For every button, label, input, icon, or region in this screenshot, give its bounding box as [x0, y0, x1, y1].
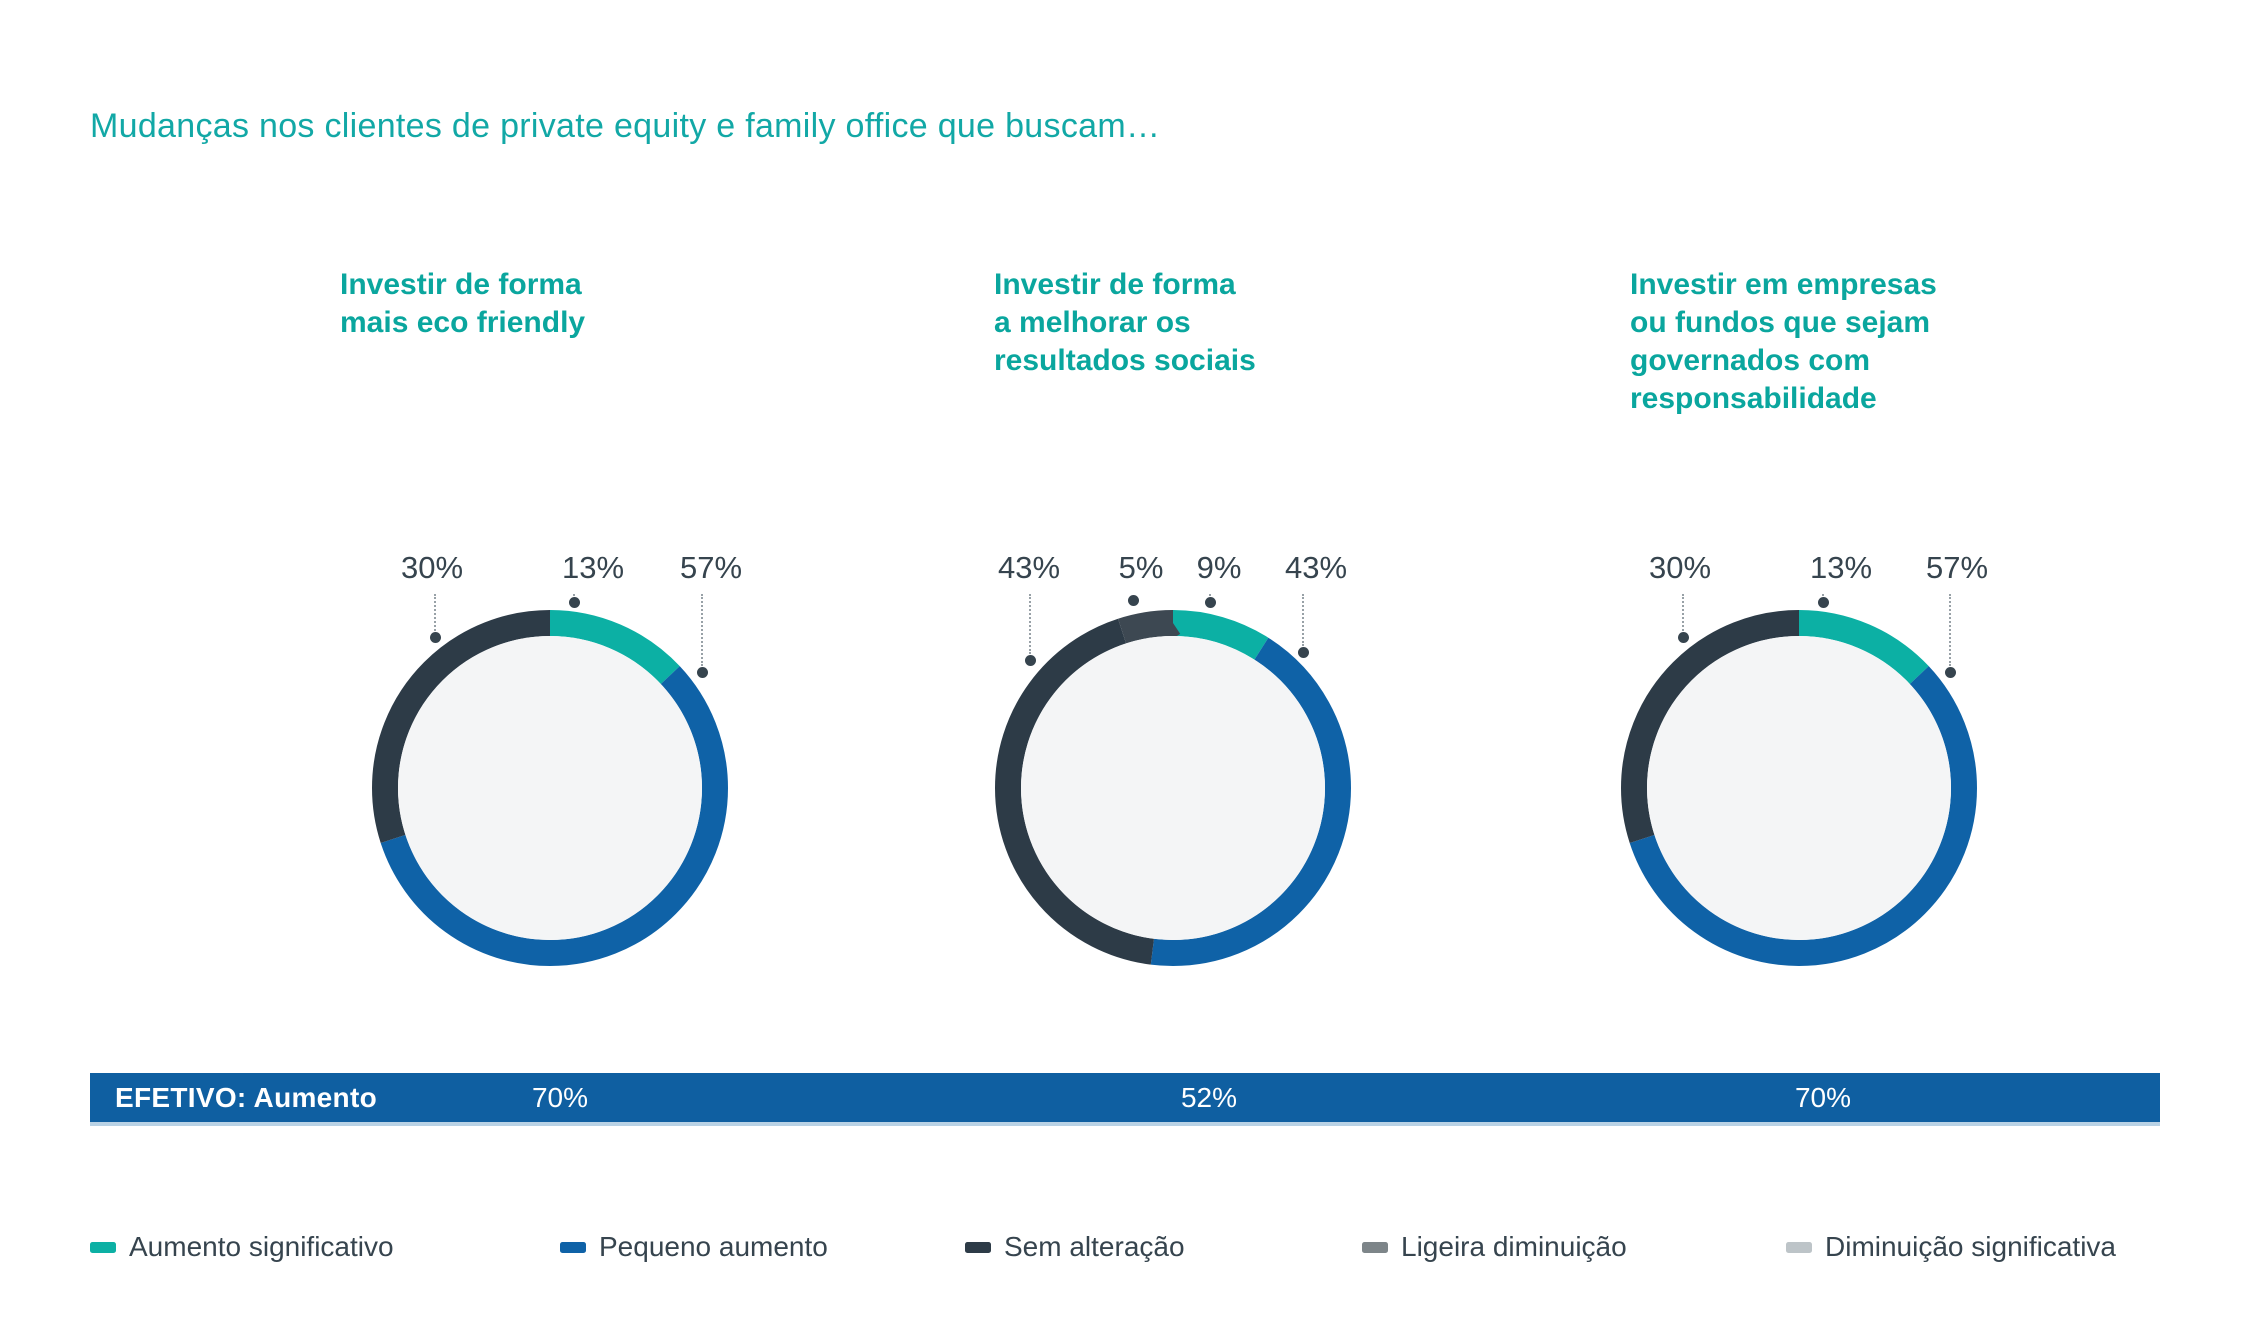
leader-line: [701, 594, 703, 666]
legend-swatch: [1362, 1241, 1388, 1253]
legend-label: Diminuição significativa: [1825, 1231, 2117, 1262]
page-title: Mudanças nos clientes de private equity …: [90, 107, 1161, 145]
percent-label: 57%: [1925, 550, 1989, 585]
donut-segment: [1621, 610, 1977, 966]
leader-dot: [1127, 594, 1139, 606]
leader-dot: [1297, 646, 1309, 658]
legend-item-1: Aumento significativo: [90, 1225, 394, 1269]
leader-line: [1949, 594, 1951, 666]
leader-line: [1822, 594, 1824, 596]
effective-bar-value: 70%: [1794, 1082, 1852, 1113]
leader-dot: [429, 631, 441, 643]
legend-swatch: [1786, 1241, 1812, 1253]
percent-label: 13%: [561, 550, 625, 585]
donut-segment: [372, 610, 728, 966]
donut-segment: [1621, 610, 1977, 966]
leader-line: [1209, 594, 1211, 596]
chart-heading-3: Investir em empresas ou fundos que sejam g…: [1630, 268, 1937, 415]
effective-bar-label: EFETIVO: Aumento: [115, 1082, 377, 1113]
leader-dot: [1204, 596, 1216, 608]
leader-dot: [1024, 654, 1036, 666]
donut-segment: [372, 610, 728, 966]
legend-swatch: [560, 1241, 586, 1253]
leader-line: [1302, 594, 1304, 646]
legend-swatch: [90, 1241, 116, 1253]
legend-item-2: Pequeno aumento: [560, 1225, 828, 1269]
chart-heading-2: Investir de forma a melhorar os resultados…: [994, 268, 1256, 377]
leader-line: [1682, 594, 1684, 631]
leader-dot: [1944, 666, 1956, 678]
donut-ring-2: [995, 610, 1351, 966]
legend-item-5: Diminuição significativa: [1786, 1225, 2116, 1269]
leader-dot: [568, 596, 580, 608]
donut-hole: [1021, 636, 1325, 940]
legend-label: Pequeno aumento: [599, 1231, 828, 1262]
donut-segment: [995, 610, 1351, 966]
percent-label: 57%: [679, 550, 743, 585]
leader-dot: [1677, 631, 1689, 643]
effective-bar-value: 70%: [531, 1082, 589, 1113]
leader-line: [573, 594, 575, 596]
legend-item-4: Ligeira diminuição: [1362, 1225, 1627, 1269]
donut-hole: [1647, 636, 1951, 940]
chart-legend: Aumento significativo Pequeno aumento Sem …: [0, 1225, 2263, 1275]
legend-label: Aumento significativo: [129, 1231, 394, 1262]
percent-label: 43%: [1284, 550, 1348, 585]
leader-line: [434, 594, 436, 631]
donut-ring-1: [372, 610, 728, 966]
percent-label: 13%: [1809, 550, 1873, 585]
leader-dot: [1817, 596, 1829, 608]
percent-label: 30%: [1648, 550, 1712, 585]
donut-segment: [995, 610, 1351, 966]
leader-dot: [696, 666, 708, 678]
donut-segment: [995, 610, 1351, 966]
donut-ring-3: [1621, 610, 1977, 966]
percent-label: 9%: [1196, 550, 1242, 585]
percent-label: 30%: [400, 550, 464, 585]
legend-swatch: [965, 1241, 991, 1253]
effective-increase-bar: EFETIVO: Aumento 70% 52% 70%: [90, 1073, 2160, 1126]
legend-item-3: Sem alteração: [965, 1225, 1185, 1269]
percent-label: 5%: [1118, 550, 1164, 585]
legend-label: Sem alteração: [1004, 1231, 1185, 1262]
effective-bar-value: 52%: [1180, 1082, 1238, 1113]
chart-heading-1: Investir de forma mais eco friendly: [340, 268, 586, 339]
leader-line: [1029, 594, 1031, 654]
percent-label: 43%: [997, 550, 1061, 585]
donut-hole: [398, 636, 702, 940]
legend-label: Ligeira diminuição: [1401, 1231, 1627, 1262]
